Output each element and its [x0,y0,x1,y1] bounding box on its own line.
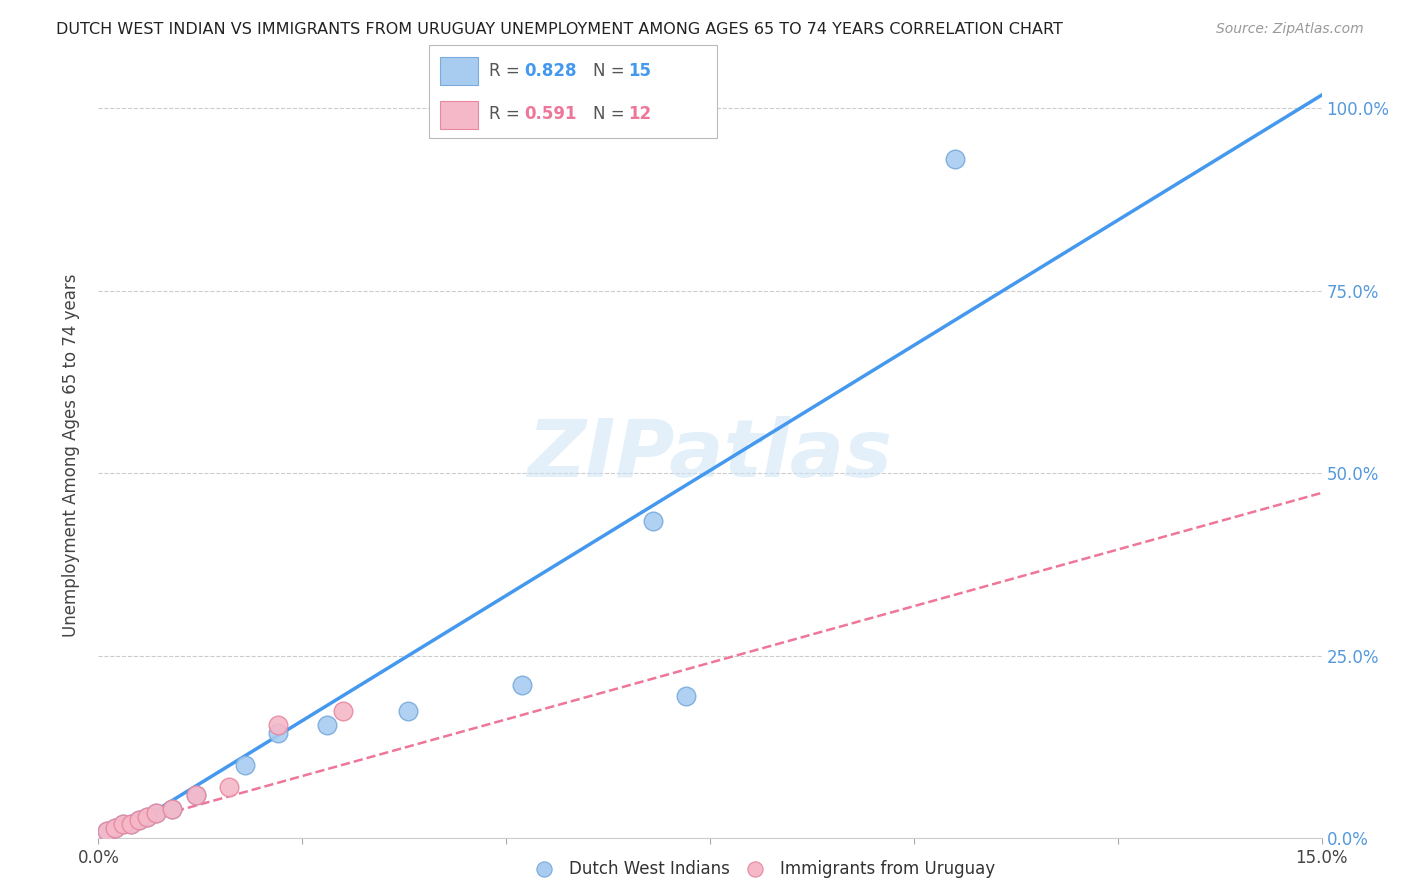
Text: R =: R = [489,62,526,79]
Point [128,814,150,828]
Text: Immigrants from Uruguay: Immigrants from Uruguay [780,860,995,878]
Text: Dutch West Indians: Dutch West Indians [569,860,730,878]
Point [136,809,159,823]
Text: 0.828: 0.828 [524,62,576,79]
Point [233,758,256,772]
FancyBboxPatch shape [429,45,717,138]
Point [128,814,150,828]
Point [186,788,208,802]
Text: 0.591: 0.591 [524,105,576,123]
FancyBboxPatch shape [440,57,478,85]
Point [104,821,127,835]
Point [160,802,183,816]
Text: DUTCH WEST INDIAN VS IMMIGRANTS FROM URUGUAY UNEMPLOYMENT AMONG AGES 65 TO 74 YE: DUTCH WEST INDIAN VS IMMIGRANTS FROM URU… [56,22,1063,37]
Point [145,805,167,820]
Text: Source: ZipAtlas.com: Source: ZipAtlas.com [1216,22,1364,37]
Point [136,809,159,823]
Text: N =: N = [593,62,630,79]
Point [332,704,354,718]
Point [111,817,134,831]
Point [218,780,240,795]
Point [396,704,419,718]
Point [104,821,127,835]
FancyBboxPatch shape [440,101,478,129]
Point [120,817,142,831]
Point [315,718,337,732]
Text: N =: N = [593,105,630,123]
Point [186,788,208,802]
Text: ZIPatlas: ZIPatlas [527,416,893,494]
Point [267,725,290,739]
Text: 15: 15 [627,62,651,79]
Point [641,514,664,528]
Point [160,802,183,816]
Point [111,817,134,831]
Point [267,718,290,732]
Point [145,805,167,820]
Point [512,678,534,692]
Point [120,817,142,831]
Text: R =: R = [489,105,526,123]
Point [943,152,966,166]
Y-axis label: Unemployment Among Ages 65 to 74 years: Unemployment Among Ages 65 to 74 years [62,273,80,637]
Point [96,824,118,838]
Point [675,689,697,703]
Point [744,862,766,876]
Point [533,862,555,876]
Text: 12: 12 [627,105,651,123]
Point [96,824,118,838]
